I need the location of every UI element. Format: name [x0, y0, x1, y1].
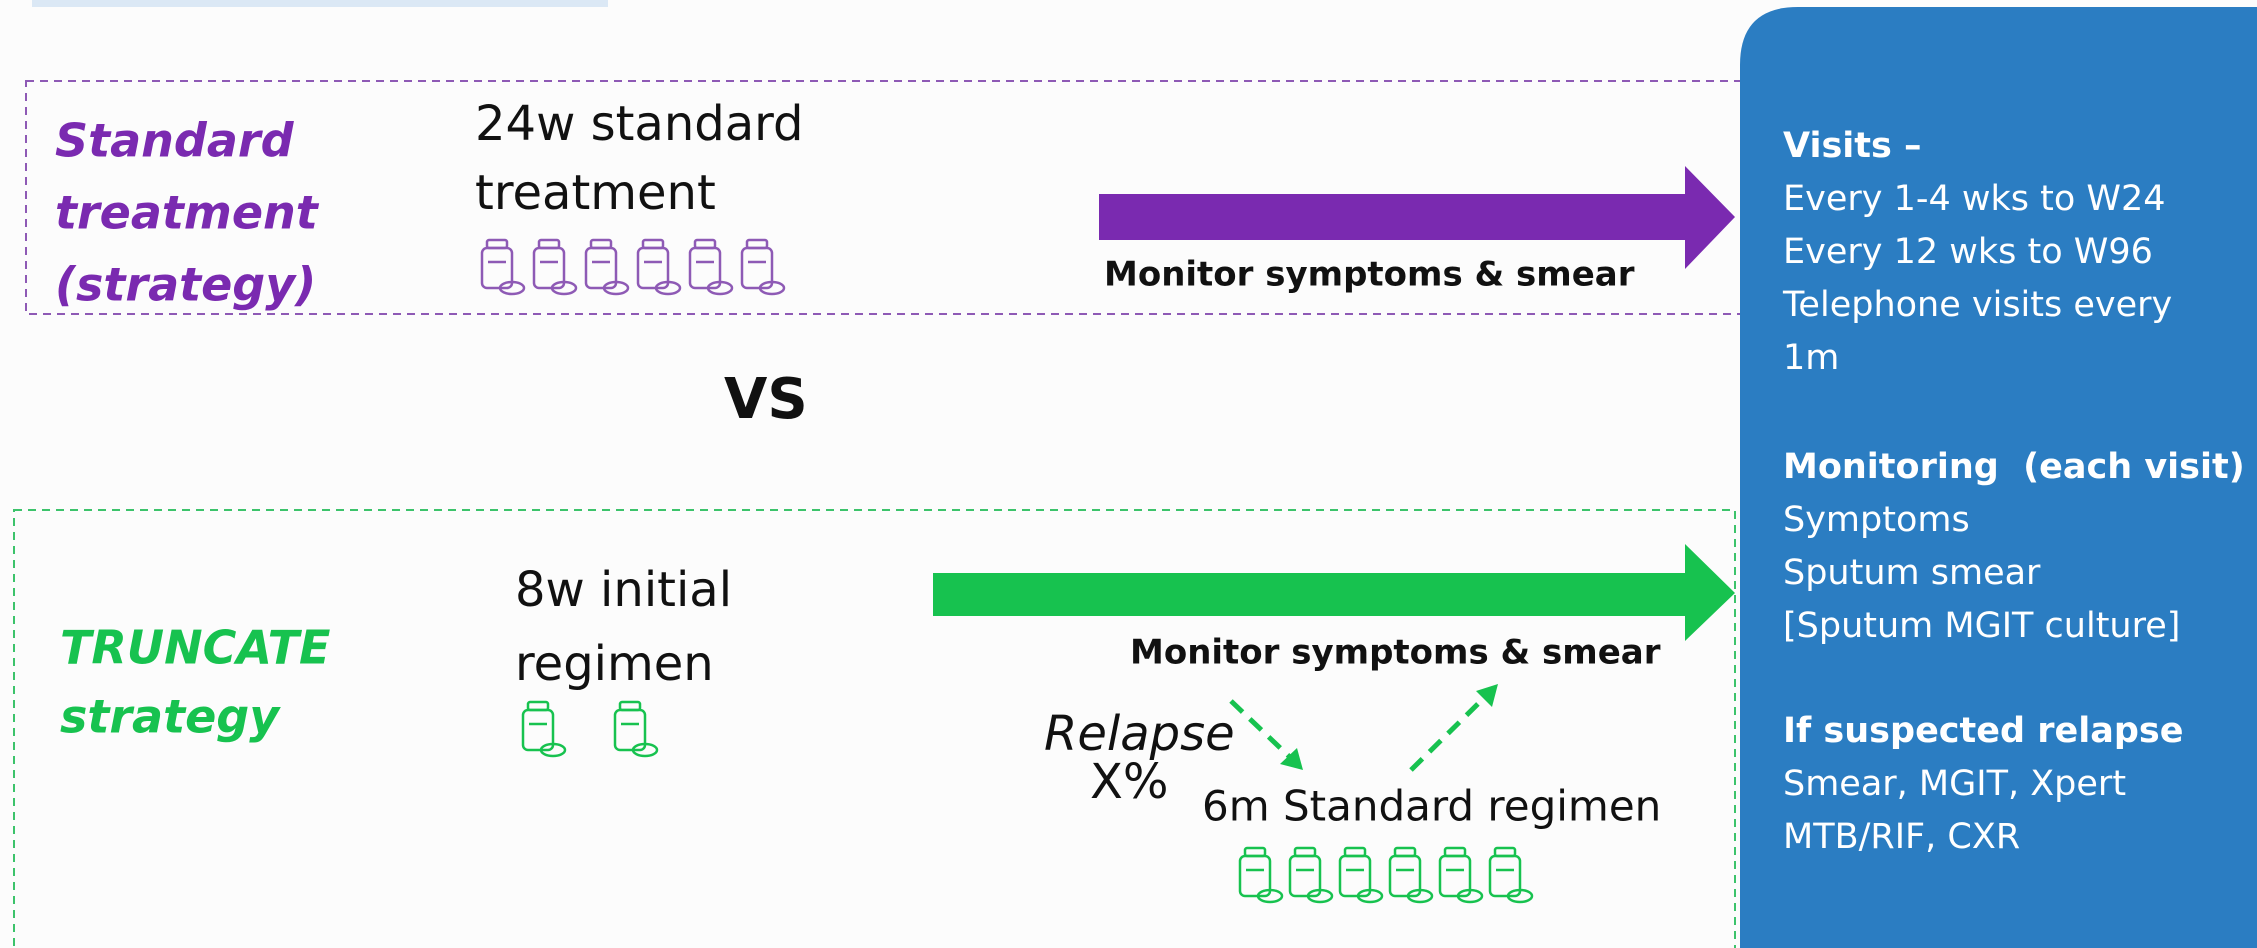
panel-line: Smear, MGIT, Xpert	[1783, 764, 2126, 804]
tablet	[539, 742, 567, 758]
header-bar	[32, 0, 608, 7]
standard-arrow	[1099, 166, 1735, 269]
label-line: Standard	[55, 114, 295, 168]
relapse: X%	[1090, 754, 1169, 810]
panel-line: Sputum smear	[1783, 553, 2041, 593]
tablet	[758, 280, 786, 296]
cap	[1343, 846, 1367, 858]
panel-line: 1m	[1783, 338, 1839, 378]
standard-label: Standard treatment (strategy)	[55, 114, 320, 312]
pill-icon	[613, 700, 659, 758]
panel-line: Telephone visits every	[1782, 285, 2172, 325]
info-panel	[1740, 7, 2257, 948]
pill-icons	[480, 238, 1534, 904]
standard-box	[25, 80, 1743, 315]
label-line: TRUNCATE	[60, 621, 330, 675]
pill-icon	[1388, 846, 1434, 904]
regimen: treatment	[475, 165, 716, 221]
truncate-box	[13, 509, 1736, 948]
tablet	[550, 280, 578, 296]
truncate-label: TRUNCATE strategy	[60, 621, 330, 744]
panel-heading: If suspected relapse	[1783, 711, 2184, 751]
tablet	[654, 280, 682, 296]
cap	[1393, 846, 1417, 858]
cap	[1293, 846, 1317, 858]
tablet	[1356, 888, 1384, 904]
pill-icon	[1338, 846, 1384, 904]
arrowheads	[1280, 684, 1498, 770]
cap	[1493, 846, 1517, 858]
pill-icon	[584, 238, 630, 296]
relapse-arrows	[1229, 690, 1492, 772]
tablet	[1456, 888, 1484, 904]
panel-line: Every 12 wks to W96	[1783, 232, 2153, 272]
pill-icon	[636, 238, 682, 296]
cap	[485, 238, 509, 250]
monitor-label: Monitor symptoms & smear	[1130, 633, 1661, 673]
panel-line: Symptoms	[1783, 500, 1970, 540]
pill-icon	[740, 238, 786, 296]
panel-text: Visits – Every 1-4 wks to W24 Every 12 wks…	[1782, 126, 2245, 857]
pill-icon	[1438, 846, 1484, 904]
panel-line: Every 1-4 wks to W24	[1783, 179, 2166, 219]
tablet	[498, 280, 526, 296]
label-line: (strategy)	[55, 258, 316, 312]
cap	[1443, 846, 1467, 858]
vs: VS	[724, 367, 808, 432]
cap	[693, 238, 717, 250]
cap	[1243, 846, 1267, 858]
relapse: Relapse	[1044, 706, 1235, 762]
cap	[618, 700, 642, 712]
tablet	[631, 742, 659, 758]
tablet	[1256, 888, 1284, 904]
tablet	[1406, 888, 1434, 904]
pill-icon	[1488, 846, 1534, 904]
pill-icon	[532, 238, 578, 296]
cap	[745, 238, 769, 250]
tablet	[602, 280, 630, 296]
panel-line: [Sputum MGIT culture]	[1783, 606, 2180, 646]
panel-line: MTB/RIF, CXR	[1783, 817, 2020, 857]
monitor-label: Monitor symptoms & smear	[1104, 255, 1635, 295]
cap	[526, 700, 550, 712]
tablet	[706, 280, 734, 296]
label-line: treatment	[55, 186, 320, 240]
panel-heading: Monitoring (each visit)	[1783, 447, 2245, 487]
truncate-arrow	[933, 544, 1735, 641]
pill-icon	[1238, 846, 1284, 904]
cap	[537, 238, 561, 250]
cap	[589, 238, 613, 250]
pill-icon	[1288, 846, 1334, 904]
retreatment: 6m Standard regimen	[1202, 782, 1661, 831]
regimen: 24w standard	[475, 96, 804, 152]
label-line: strategy	[60, 690, 281, 744]
tablet	[1306, 888, 1334, 904]
panel-heading: Visits –	[1783, 126, 1922, 166]
regimen: 8w initial	[515, 562, 732, 618]
pill-icon	[688, 238, 734, 296]
cap	[641, 238, 665, 250]
regimen: regimen	[515, 636, 714, 692]
pill-icon	[521, 700, 567, 758]
tablet	[1506, 888, 1534, 904]
pill-icon	[480, 238, 526, 296]
